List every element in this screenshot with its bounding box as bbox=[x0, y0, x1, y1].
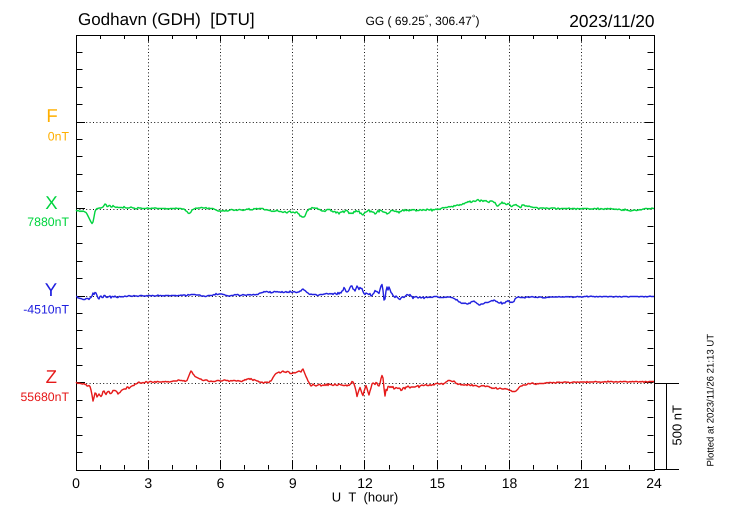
svg-text:24: 24 bbox=[646, 475, 662, 491]
svg-text:0nT: 0nT bbox=[48, 130, 70, 144]
svg-text:12: 12 bbox=[357, 475, 373, 491]
svg-text:F: F bbox=[46, 105, 57, 126]
svg-text:X: X bbox=[45, 192, 58, 213]
svg-text:-4510nT: -4510nT bbox=[23, 303, 69, 317]
svg-text:500 nT: 500 nT bbox=[670, 405, 685, 446]
svg-text:Godhavn (GDH) [DTU]: Godhavn (GDH) [DTU] bbox=[78, 10, 255, 29]
svg-text:18: 18 bbox=[502, 475, 518, 491]
svg-text:7880nT: 7880nT bbox=[27, 215, 69, 229]
svg-text:9: 9 bbox=[289, 475, 297, 491]
svg-text:2023/11/20: 2023/11/20 bbox=[569, 11, 654, 31]
svg-text:15: 15 bbox=[429, 475, 445, 491]
svg-text:Y: Y bbox=[45, 279, 57, 300]
svg-text:GG ( 69.25°, 306.47°): GG ( 69.25°, 306.47°) bbox=[366, 13, 480, 28]
svg-text:U T (hour): U T (hour) bbox=[332, 490, 398, 505]
svg-text:Z: Z bbox=[46, 366, 57, 387]
svg-text:0: 0 bbox=[72, 475, 80, 491]
svg-text:Plotted at 2023/11/26 21:13 UT: Plotted at 2023/11/26 21:13 UT bbox=[706, 334, 717, 467]
svg-text:55680nT: 55680nT bbox=[20, 390, 69, 404]
svg-text:21: 21 bbox=[574, 475, 590, 491]
svg-text:3: 3 bbox=[144, 475, 152, 491]
svg-text:6: 6 bbox=[217, 475, 225, 491]
